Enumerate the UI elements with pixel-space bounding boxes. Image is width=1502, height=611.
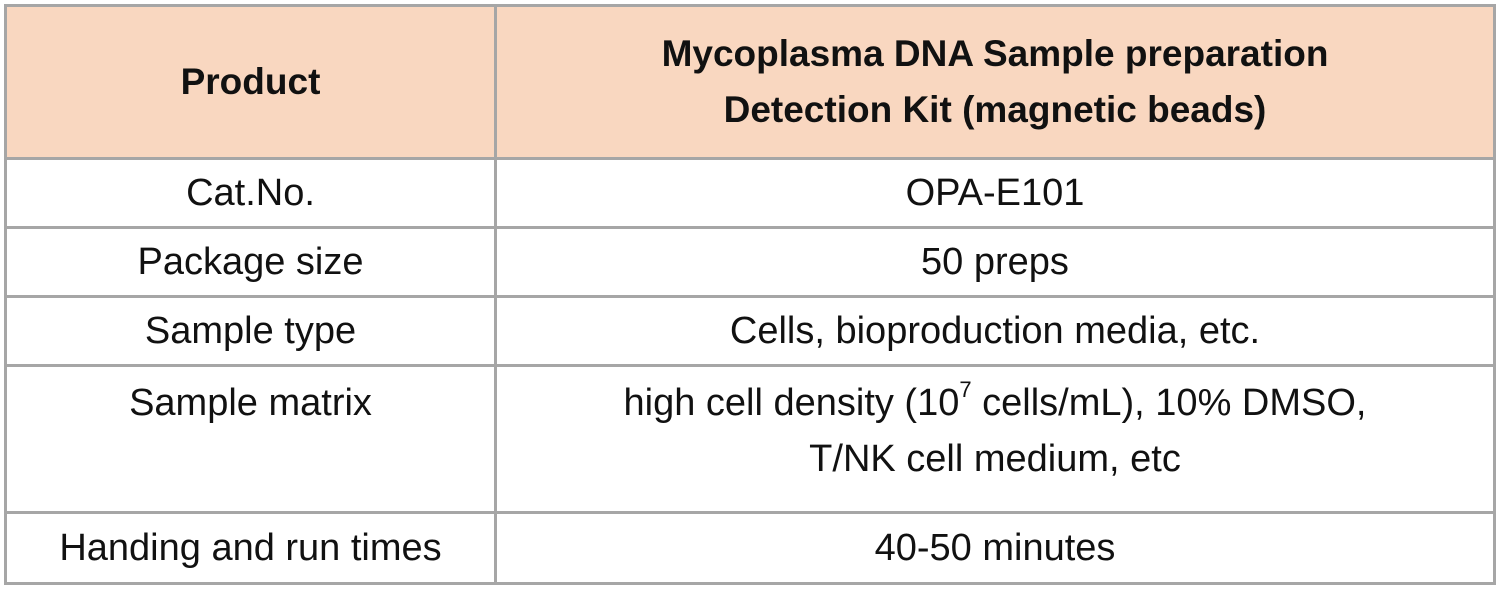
row-value-line-2: T/NK cell medium, etc bbox=[809, 438, 1181, 480]
row-label: Package size bbox=[4, 226, 497, 298]
header-value-cell: Mycoplasma DNA Sample preparation Detect… bbox=[494, 4, 1496, 160]
header-label-cell: Product bbox=[4, 4, 497, 160]
row-value: 50 preps bbox=[494, 226, 1496, 298]
table-row-cat-no: Cat.No. OPA-E101 bbox=[4, 157, 1496, 229]
row-value: 40-50 minutes bbox=[494, 511, 1496, 585]
row-value-superscript: 7 bbox=[959, 377, 972, 402]
row-label: Cat.No. bbox=[4, 157, 497, 229]
row-label: Sample type bbox=[4, 295, 497, 367]
table-row-sample-matrix: Sample matrix high cell density (107 cel… bbox=[4, 364, 1496, 514]
header-label: Product bbox=[180, 61, 321, 102]
product-spec-table: Product Mycoplasma DNA Sample preparatio… bbox=[4, 4, 1496, 585]
row-value-post: cells/mL), 10% DMSO, bbox=[971, 382, 1367, 424]
header-value-line-2: Detection Kit (magnetic beads) bbox=[723, 89, 1267, 130]
row-value-line-1: high cell density (107 cells/mL), 10% DM… bbox=[507, 375, 1483, 431]
row-value: Cells, bioproduction media, etc. bbox=[494, 295, 1496, 367]
row-label: Sample matrix bbox=[4, 364, 497, 514]
row-label: Handing and run times bbox=[4, 511, 497, 585]
table-row-package-size: Package size 50 preps bbox=[4, 226, 1496, 298]
row-value-pre: high cell density (10 bbox=[623, 382, 960, 424]
row-value: high cell density (107 cells/mL), 10% DM… bbox=[494, 364, 1496, 514]
row-value: OPA-E101 bbox=[494, 157, 1496, 229]
table-row-handling-time: Handing and run times 40-50 minutes bbox=[4, 511, 1496, 585]
header-value-line-1: Mycoplasma DNA Sample preparation bbox=[661, 33, 1329, 74]
header-row: Product Mycoplasma DNA Sample preparatio… bbox=[4, 4, 1496, 160]
table-row-sample-type: Sample type Cells, bioproduction media, … bbox=[4, 295, 1496, 367]
